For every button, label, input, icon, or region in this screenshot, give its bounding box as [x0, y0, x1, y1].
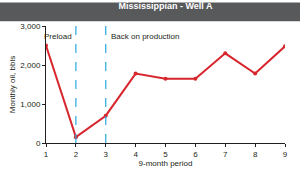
svg-text:Monthly oil, bbls: Monthly oil, bbls	[8, 56, 17, 113]
svg-text:2: 2	[74, 150, 79, 159]
svg-text:Preload: Preload	[44, 32, 72, 41]
svg-text:2,000: 2,000	[20, 61, 41, 70]
svg-text:9: 9	[283, 150, 288, 159]
svg-text:7: 7	[223, 150, 228, 159]
svg-text:Back on production: Back on production	[111, 32, 180, 41]
svg-text:8: 8	[253, 150, 258, 159]
svg-text:Mississippian - Well A: Mississippian - Well A	[118, 1, 213, 11]
svg-text:9-month period: 9-month period	[139, 159, 193, 168]
svg-text:1: 1	[44, 150, 49, 159]
svg-text:1,000: 1,000	[20, 100, 41, 109]
svg-text:6: 6	[193, 150, 198, 159]
svg-text:0: 0	[36, 139, 41, 148]
svg-text:5: 5	[163, 150, 168, 159]
svg-text:3,000: 3,000	[20, 22, 41, 31]
svg-text:4: 4	[133, 150, 138, 159]
svg-text:3: 3	[104, 150, 109, 159]
